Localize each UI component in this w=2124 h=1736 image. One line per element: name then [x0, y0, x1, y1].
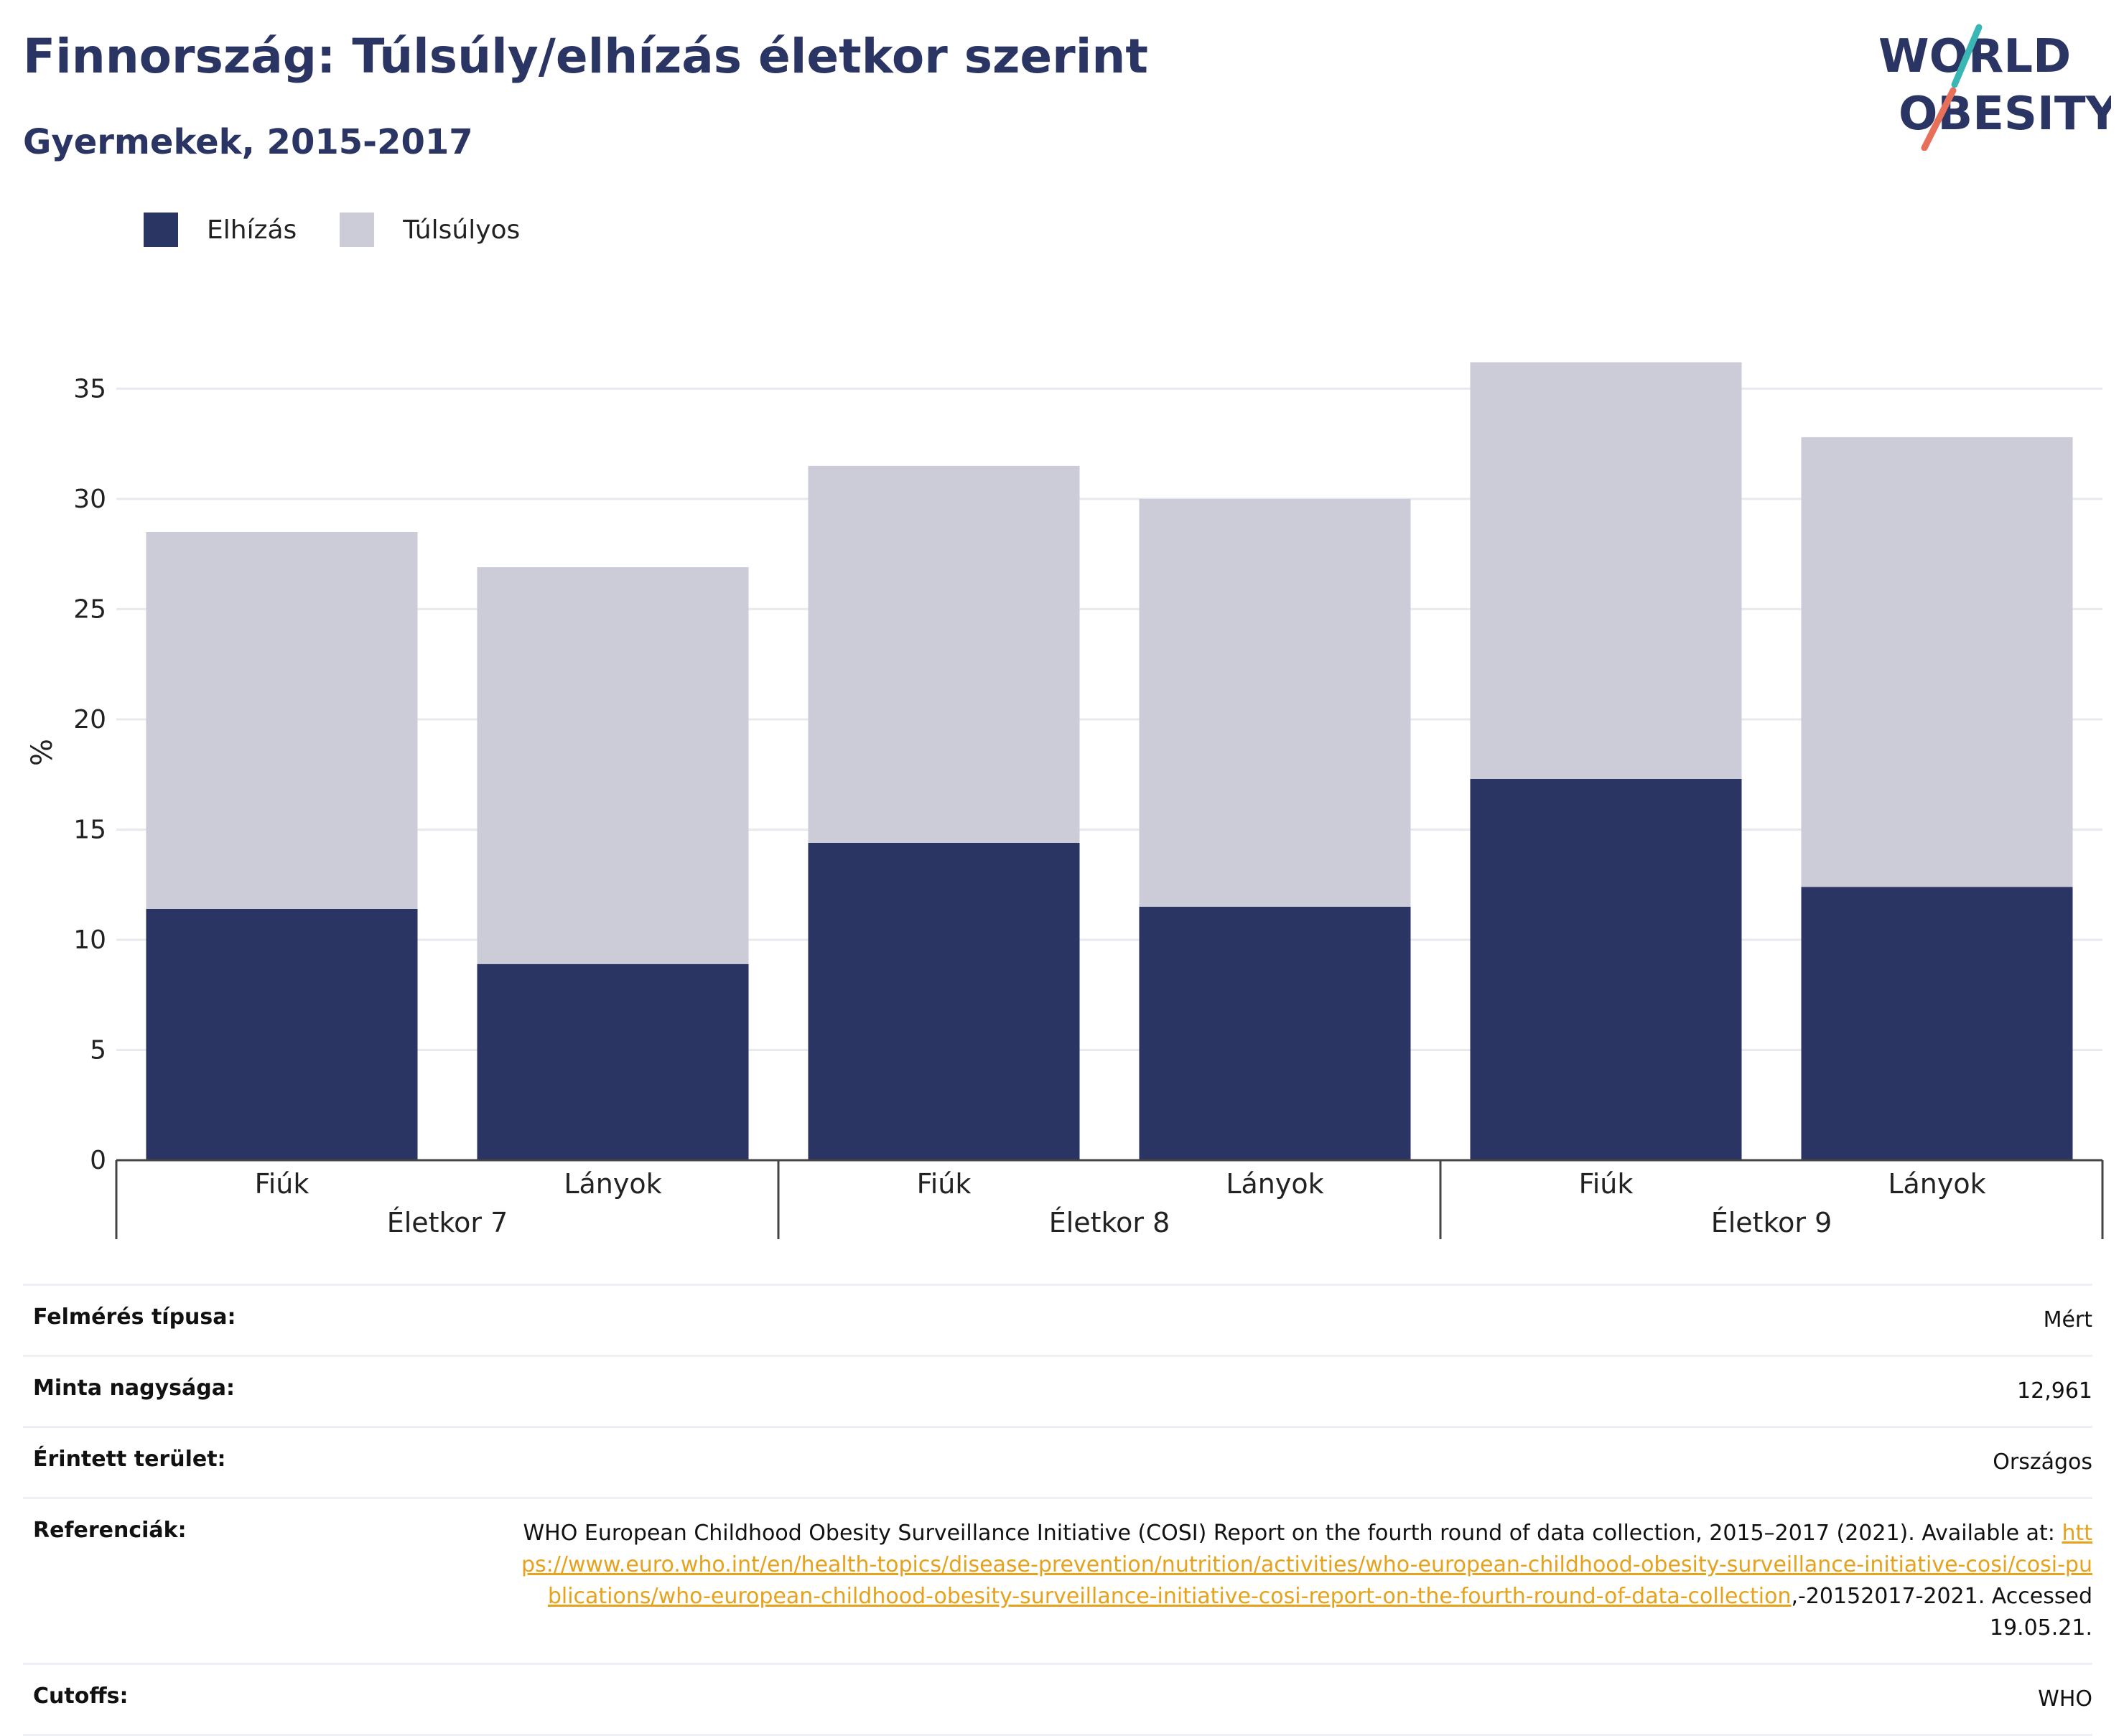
info-table: Felmérés típusa: Mért Minta nagysága: 12…	[23, 1284, 2092, 1736]
info-label: Felmérés típusa:	[33, 1305, 236, 1330]
bar-obesity	[1470, 778, 1742, 1160]
bar-overweight	[477, 567, 749, 964]
reference-text: WHO European Childhood Obesity Surveilla…	[513, 1518, 2092, 1644]
chart-title: Finnország: Túlsúly/elhízás életkor szer…	[23, 29, 1148, 84]
y-tick-label: 25	[73, 594, 106, 624]
bar-overweight	[808, 465, 1080, 843]
legend-swatch-obesity	[144, 213, 178, 247]
y-axis-label: %	[26, 739, 59, 766]
chart-legend: Elhízás Túlsúlyos	[144, 213, 563, 247]
info-value: Országos	[1993, 1450, 2092, 1475]
y-tick-label: 0	[90, 1146, 106, 1175]
x-tick-label: Lányok	[1226, 1168, 1323, 1200]
x-tick-label: Fiúk	[1579, 1168, 1634, 1200]
legend-label-overweight: Túlsúlyos	[403, 215, 521, 245]
info-label: Érintett terület:	[33, 1447, 226, 1472]
bar-obesity	[808, 842, 1080, 1160]
bar-obesity	[146, 908, 418, 1160]
logo-slash-red	[1921, 87, 1957, 151]
world-obesity-logo: WORLD OBESITY	[1867, 22, 2119, 151]
legend-label-obesity: Elhízás	[207, 215, 297, 245]
info-row-cutoffs: Cutoffs: WHO	[23, 1663, 2092, 1736]
stacked-bar-chart: 0 5 10 15 20 25 30 35% Fiúk Lányok Fiúk Lányok Fiúk L…	[26, 362, 2104, 1239]
x-tick-label: Lányok	[1888, 1168, 1985, 1200]
legend-swatch-overweight	[340, 213, 375, 247]
x-tick-label: Lányok	[564, 1168, 661, 1200]
chart-subtitle: Gyermekek, 2015-2017	[23, 122, 473, 162]
info-label: Referenciák:	[33, 1518, 187, 1543]
bar-overweight	[1801, 437, 2073, 887]
y-tick-label: 5	[90, 1035, 106, 1065]
bar-overweight	[1470, 362, 1742, 779]
bar-obesity	[1139, 906, 1411, 1160]
legend-item-obesity[interactable]: Elhízás	[144, 213, 297, 247]
info-label: Minta nagysága:	[33, 1376, 235, 1401]
y-tick-label: 15	[73, 815, 106, 844]
group-label: Életkor 9	[1711, 1207, 1832, 1238]
info-value: 12,961	[2017, 1378, 2092, 1404]
group-label: Életkor 8	[1049, 1207, 1170, 1238]
info-value: Mért	[2043, 1307, 2092, 1333]
legend-item-overweight[interactable]: Túlsúlyos	[340, 213, 520, 247]
x-tick-label: Fiúk	[255, 1168, 309, 1200]
x-tick-label: Fiúk	[917, 1168, 972, 1200]
bar-overweight	[146, 531, 418, 909]
y-tick-label: 20	[73, 705, 106, 734]
reference-text-before: WHO European Childhood Obesity Surveilla…	[523, 1521, 2062, 1546]
y-tick-label: 30	[73, 485, 106, 514]
info-row-area: Érintett terület: Országos	[23, 1426, 2092, 1497]
info-label: Cutoffs:	[33, 1684, 129, 1709]
bar-overweight	[1139, 498, 1411, 907]
info-row-sample-size: Minta nagysága: 12,961	[23, 1355, 2092, 1426]
y-tick-label: 10	[73, 925, 106, 955]
logo-slash-teal	[1951, 24, 1983, 88]
y-tick-label: 35	[73, 374, 106, 403]
info-value: WHO	[2038, 1686, 2092, 1712]
reference-text-after: ,-20152017-2021. Accessed 19.05.21.	[1791, 1584, 2092, 1641]
info-row-survey-type: Felmérés típusa: Mért	[23, 1284, 2092, 1355]
reference-link[interactable]: https://www.euro.who.int/en/health-topic…	[521, 1521, 2092, 1609]
bar-obesity	[1801, 887, 2073, 1160]
bar-obesity	[477, 963, 749, 1160]
group-label: Életkor 7	[387, 1207, 508, 1238]
info-row-references: Referenciák: WHO European Childhood Obes…	[23, 1497, 2092, 1663]
